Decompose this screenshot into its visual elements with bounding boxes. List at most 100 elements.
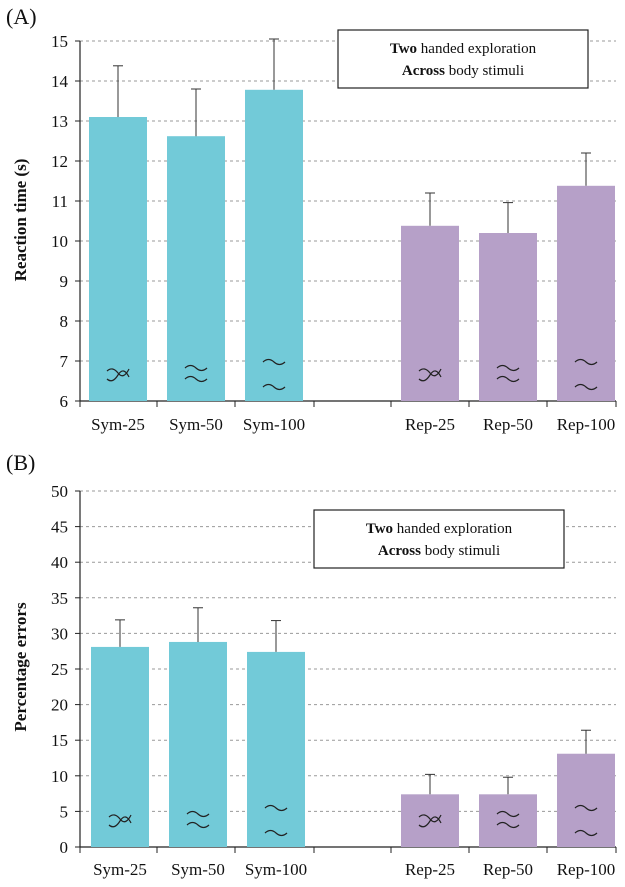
y-axis-title: Reaction time (s) <box>11 159 30 282</box>
wave-line <box>186 821 210 829</box>
y-tick-label: 8 <box>60 312 69 331</box>
panel-label: (B) <box>6 450 35 475</box>
bar-rep-100 <box>557 753 615 847</box>
legend-bold-word: Across <box>402 63 445 79</box>
wave-line <box>574 358 598 366</box>
wave-line <box>264 829 288 837</box>
wave-line <box>262 358 286 366</box>
stimulus-cross-icon <box>106 368 130 382</box>
bar-rep-25 <box>401 225 459 401</box>
chart-panel-a: 6 7 8 9 10 11 12 13 14 15 Sym-25 Sym-50 Sym-100 Rep-2… <box>6 4 617 434</box>
bar-sym-25 <box>89 117 147 401</box>
wave-line <box>574 804 598 812</box>
y-tick-label: 45 <box>51 518 68 537</box>
y-tick-label: 5 <box>60 802 69 821</box>
bar-sym-100 <box>245 89 303 402</box>
legend-bold-word: Across <box>378 543 421 559</box>
y-tick-label: 6 <box>60 392 69 411</box>
bar-sym-25 <box>91 646 149 847</box>
stimulus-wide-icon <box>264 804 288 837</box>
wave-line <box>496 375 520 383</box>
wave-line <box>108 814 132 823</box>
y-tick-label: 10 <box>51 767 68 786</box>
x-category-label: Rep-25 <box>405 415 455 434</box>
stimulus-cross-icon <box>418 814 442 828</box>
wave-line <box>184 364 208 372</box>
legend-line-1: Two handed exploration <box>366 521 513 537</box>
x-category-label: Rep-100 <box>557 860 616 879</box>
y-tick-label: 10 <box>51 232 68 251</box>
x-category-label: Sym-25 <box>93 860 147 879</box>
bar-rep-50 <box>479 233 537 401</box>
legend-bold-word: Two <box>366 521 393 537</box>
legend-text-rest: handed exploration <box>393 521 513 537</box>
wave-line <box>418 370 442 382</box>
legend-line-1: Two handed exploration <box>390 41 537 57</box>
legend-bold-word: Two <box>390 41 417 57</box>
stimulus-wide-icon <box>574 358 598 391</box>
x-category-label: Sym-50 <box>171 860 225 879</box>
y-tick-label: 50 <box>51 482 68 501</box>
stimulus-cross-icon <box>418 368 442 382</box>
x-category-label: Rep-50 <box>483 860 533 879</box>
stimulus-wide-icon <box>574 804 598 837</box>
wave-line <box>186 810 210 818</box>
y-tick-label: 14 <box>51 72 69 91</box>
legend-text-rest: handed exploration <box>417 41 537 57</box>
legend-frame <box>313 509 565 569</box>
bar-sym-100 <box>247 651 305 847</box>
legend-box: Two handed exploration Across body stimul… <box>337 29 589 89</box>
legend-box: Two handed exploration Across body stimul… <box>313 509 565 569</box>
stimulus-pair-icon <box>186 810 210 829</box>
wave-line <box>418 814 442 823</box>
y-tick-label: 20 <box>51 696 68 715</box>
y-tick-label: 0 <box>60 838 69 857</box>
y-tick-label: 13 <box>51 112 68 131</box>
x-category-label: Sym-25 <box>91 415 145 434</box>
y-tick-label: 25 <box>51 660 68 679</box>
wave-line <box>496 364 520 372</box>
wave-line <box>418 816 442 828</box>
y-tick-label: 9 <box>60 272 69 291</box>
y-tick-label: 12 <box>51 152 68 171</box>
bar-rep-50 <box>479 794 537 847</box>
x-category-label: Sym-100 <box>243 415 305 434</box>
bar-rep-100 <box>557 185 615 401</box>
stimulus-pair-icon <box>496 810 520 829</box>
y-tick-label: 40 <box>51 553 68 572</box>
wave-line <box>106 370 130 382</box>
x-category-label: Rep-50 <box>483 415 533 434</box>
wave-line <box>184 375 208 383</box>
y-tick-label: 35 <box>51 589 68 608</box>
y-tick-label: 7 <box>60 352 69 371</box>
x-category-label: Rep-100 <box>557 415 616 434</box>
wave-line <box>574 829 598 837</box>
chart-panel-b: 0 5 10 15 20 25 30 35 40 45 50 Sym-25 Sym-50 Sym-100 R… <box>6 450 617 879</box>
y-tick-label: 15 <box>51 32 68 51</box>
wave-line <box>262 383 286 391</box>
x-category-label: Sym-100 <box>245 860 307 879</box>
bar-sym-50 <box>169 641 227 847</box>
stimulus-pair-icon <box>184 364 208 383</box>
wave-line <box>496 821 520 829</box>
legend-text-rest: body stimuli <box>421 543 500 559</box>
y-tick-label: 15 <box>51 731 68 750</box>
y-tick-label: 11 <box>52 192 68 211</box>
y-tick-label: 30 <box>51 624 68 643</box>
panel-label: (A) <box>6 4 37 29</box>
legend-text-rest: body stimuli <box>445 63 524 79</box>
legend-line-2: Across body stimuli <box>402 63 524 79</box>
stimulus-wide-icon <box>262 358 286 391</box>
legend-line-2: Across body stimuli <box>378 543 500 559</box>
y-axis-title: Percentage errors <box>11 602 30 732</box>
bar-sym-50 <box>167 136 225 401</box>
wave-line <box>418 368 442 377</box>
stimulus-cross-icon <box>108 814 132 828</box>
wave-line <box>264 804 288 812</box>
stimulus-pair-icon <box>496 364 520 383</box>
legend-frame <box>337 29 589 89</box>
wave-line <box>574 383 598 391</box>
x-category-label: Sym-50 <box>169 415 223 434</box>
wave-line <box>108 816 132 828</box>
